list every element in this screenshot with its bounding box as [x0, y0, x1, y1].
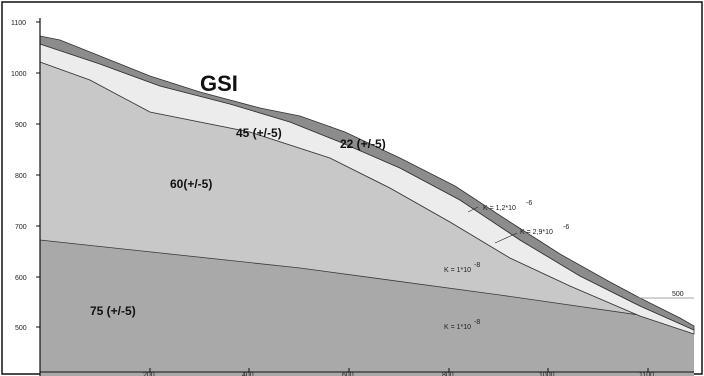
level-marker-label: 500: [672, 291, 684, 298]
layer-label-middle: 60(+/-5): [170, 177, 212, 191]
x-ticks: 200 400 600 800 1000 1100: [143, 368, 654, 376]
k4-exponent: -8: [474, 319, 480, 326]
k1-leader: [467, 206, 479, 213]
y-ticks: 1100 1000 900 800 700 600 500: [11, 20, 40, 332]
x-tick-label: 200: [143, 372, 155, 376]
k1-label: K = 1,2*10: [483, 205, 516, 212]
k3-label: K = 1*10: [444, 267, 471, 274]
k2-leader: [494, 232, 518, 244]
k1-exponent: -6: [526, 200, 532, 207]
layer-bedrock: [40, 240, 694, 376]
x-tick-label: 800: [442, 372, 454, 376]
y-tick-label: 900: [15, 122, 27, 129]
permeability-labels: K = 1,2*10 -6 K = 2,9*10 -6 K = 1*10 -8 …: [444, 200, 569, 331]
y-tick-label: 1000: [11, 71, 27, 78]
x-tick-label: 400: [242, 372, 254, 376]
k3-exponent: -8: [474, 262, 480, 269]
k2-label: K = 2,9*10: [520, 229, 553, 236]
diagram-title: GSI: [200, 71, 238, 96]
x-tick-label: 600: [342, 372, 354, 376]
y-tick-label: 600: [15, 275, 27, 282]
y-tick-label: 700: [15, 224, 27, 231]
x-tick-label: 1100: [639, 372, 654, 376]
k4-label: K = 1*10: [444, 324, 471, 331]
x-tick-label: 1000: [539, 372, 555, 376]
y-tick-label: 800: [15, 173, 27, 180]
y-tick-label: 1100: [11, 20, 26, 27]
layer-label-bedrock: 75 (+/-5): [90, 304, 136, 318]
layer-top-thin: [39, 35, 695, 331]
k2-exponent: -6: [563, 224, 569, 231]
layer-label-upper: 45 (+/-5): [236, 126, 282, 140]
layer-label-top-thin: 22 (+/-5): [340, 137, 386, 151]
y-tick-label: 500: [15, 325, 27, 332]
